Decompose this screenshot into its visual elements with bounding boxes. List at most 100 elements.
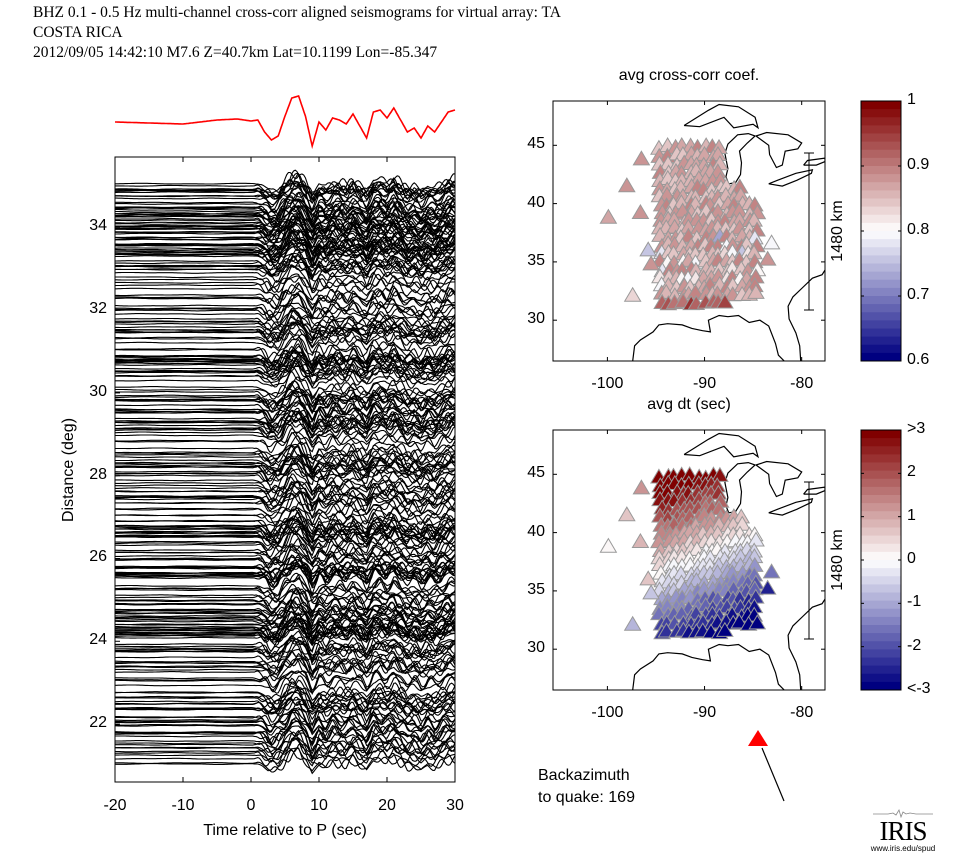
seismogram-trace [115,607,455,630]
colorbar-segment [861,592,901,602]
seismogram-trace [115,491,455,520]
seismogram-trace [115,624,455,641]
seismogram-trace [115,410,455,433]
station-marker [758,250,777,266]
seismogram-trace [115,180,455,200]
seismogram-trace [115,435,455,463]
seismogram-trace [115,567,455,596]
seismogram-logo-icon [873,809,933,818]
colorbar-segment [861,125,901,134]
colorbar-segment [861,174,901,183]
x-tick-label: 30 [446,797,464,814]
map-y-tick-label: 35 [527,580,545,598]
seismogram-trace [115,355,455,377]
y-tick-label: 34 [89,217,107,235]
trace-group [115,169,455,775]
event-region: COSTA RICA [33,24,123,41]
seismogram-trace [115,747,455,773]
colorbar-segment [861,430,901,439]
colorbar-tick-label: 1 [907,506,916,524]
scale-bar-label: 1480 km [829,200,846,262]
seismogram-trace [115,321,455,349]
map-x-tick-label: -90 [692,375,717,392]
colorbar-segment [861,446,901,455]
map-x-tick-label: -100 [591,375,624,392]
x-tick-label: -20 [103,797,127,814]
seismogram-trace [115,634,455,661]
colorbar-segment [861,657,901,667]
station-marker [631,203,650,220]
x-tick-label: 0 [246,797,256,814]
colorbar-segment [861,336,901,346]
seismogram-trace [115,390,455,415]
seismogram-trace [115,707,455,733]
seismogram-trace [115,307,455,334]
seismogram-trace [115,463,455,483]
coastline [632,314,785,361]
colorbar-segment [861,190,901,199]
colorbar-segment [861,304,901,313]
colorbar-segment [861,462,901,472]
stack-trace [115,95,456,150]
station-marker [762,563,781,579]
colorbar-segment [861,320,901,329]
colorbar-segment [861,495,901,504]
seismogram-trace [115,244,455,267]
seismogram-trace [115,251,455,280]
backazimuth-marker-icon [748,730,768,746]
seismogram-trace [115,229,455,253]
seismogram-trace [115,414,455,437]
seismogram-trace [115,627,455,644]
seismogram-trace [115,427,455,448]
seismogram-trace [115,658,455,681]
seismogram-trace [115,530,455,558]
x-tick-label: 20 [378,797,396,814]
colorbar-segment [861,511,901,520]
seismogram-trace [115,409,455,434]
seismogram-trace [115,263,455,293]
seismogram-trace [115,310,455,327]
seismogram-trace [115,577,455,604]
seismogram-trace [115,476,455,497]
seismogram-trace [115,533,455,561]
seismogram-trace [115,332,455,355]
seismogram-trace [115,639,455,664]
seismogram-trace [115,737,455,762]
seismogram-trace [115,241,455,262]
seismogram-trace [115,549,455,569]
seismogram-trace [115,181,455,201]
seismogram-trace [115,463,455,484]
station-marker [623,615,642,631]
coastline [755,131,803,169]
colorbar-segment [861,584,901,593]
station-marker [631,532,650,549]
station-marker [758,579,777,595]
seismogram-trace [115,366,455,390]
seismogram-trace [115,171,455,197]
seismogram-trace [115,349,455,373]
seismogram-trace [115,392,455,422]
station-marker [716,293,734,309]
seismogram-trace [115,725,455,752]
seismogram-trace [115,590,455,614]
seismogram-trace [115,431,455,454]
colorbar-segment [861,527,901,537]
station-marker [762,234,781,250]
seismogram-trace [115,599,455,620]
colorbar-segment [861,568,901,577]
seismogram-trace [115,736,455,763]
map-y-tick-label: 35 [527,251,545,269]
seismogram-trace [115,747,455,768]
map-content [599,432,825,690]
map-title: avg cross-corr coef. [618,67,760,84]
seismogram-trace [115,519,455,547]
map-y-tick-label: 45 [527,135,545,153]
map-y-tick-label: 40 [527,193,545,211]
y-tick-label: 28 [89,465,107,483]
station-marker [617,506,636,522]
colorbar-segment [861,344,901,354]
x-tick-label: -10 [171,797,195,814]
coastline [724,132,757,185]
seismogram-trace [115,652,455,675]
seismogram-trace [115,563,455,589]
